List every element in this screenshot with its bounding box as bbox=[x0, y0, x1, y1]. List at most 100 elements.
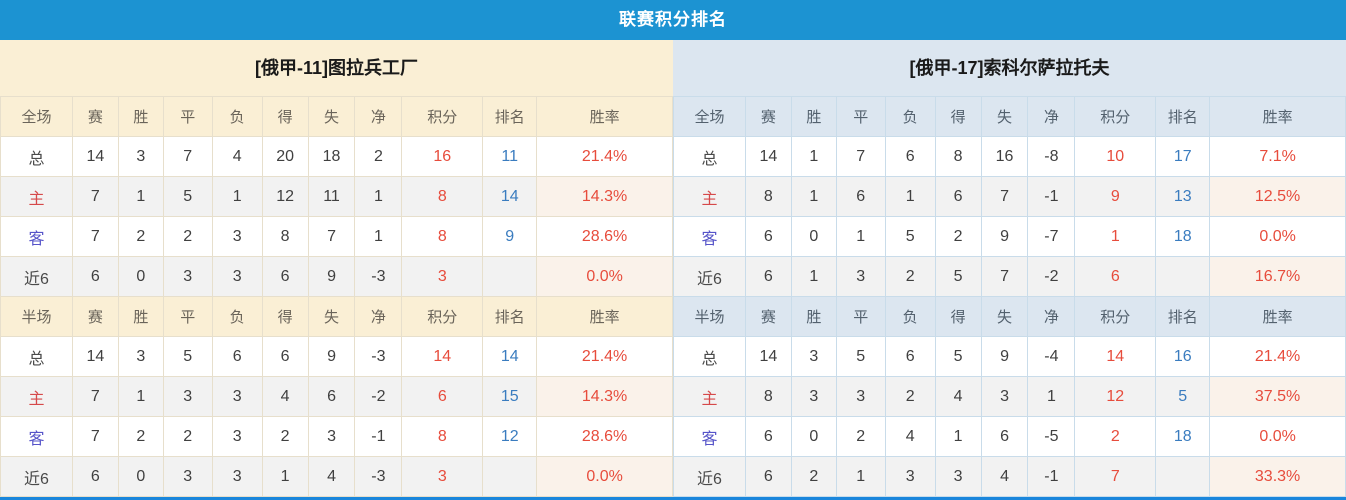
rank-cell: 15 bbox=[482, 376, 538, 417]
rank-cell bbox=[482, 256, 538, 297]
goals-against-cell: 7 bbox=[307, 216, 356, 257]
goals-against-cell: 6 bbox=[980, 416, 1029, 457]
losses-cell: 4 bbox=[884, 416, 936, 457]
wins-cell: 0 bbox=[790, 216, 837, 257]
draws-cell: 3 bbox=[835, 376, 886, 417]
row-label: 主 bbox=[0, 176, 73, 217]
points-cell: 8 bbox=[401, 216, 484, 257]
column-header-row: 半场赛胜平负得失净积分 排名 胜率 bbox=[0, 296, 673, 337]
wins-cell: 2 bbox=[790, 456, 837, 497]
losses-cell: 6 bbox=[884, 336, 936, 377]
wins-cell: 2 bbox=[117, 416, 164, 457]
column-header: 排名 bbox=[482, 296, 538, 337]
column-header-row: 全场赛胜平负得失净积分 排名 胜率 bbox=[673, 96, 1346, 137]
table-row: 近6 6 0 3 3 1 4 -3 3 0.0% bbox=[0, 456, 673, 497]
draws-cell: 6 bbox=[835, 176, 886, 217]
goal-diff-cell: -1 bbox=[354, 416, 403, 457]
column-header: 胜率 bbox=[1209, 96, 1346, 137]
goals-for-cell: 1 bbox=[261, 456, 309, 497]
games-cell: 7 bbox=[71, 416, 119, 457]
goals-against-cell: 16 bbox=[980, 136, 1029, 177]
goals-against-cell: 4 bbox=[307, 456, 356, 497]
column-header: 失 bbox=[307, 96, 356, 137]
losses-cell: 1 bbox=[884, 176, 936, 217]
goal-diff-cell: -5 bbox=[1027, 416, 1076, 457]
goals-for-cell: 6 bbox=[261, 336, 309, 377]
column-header: 负 bbox=[884, 296, 936, 337]
draws-cell: 1 bbox=[835, 456, 886, 497]
table-row: 客 6 0 1 5 2 9 -7 1 18 0.0% bbox=[673, 216, 1346, 257]
games-cell: 6 bbox=[71, 456, 119, 497]
table-row: 总 14 3 5 6 5 9 -4 14 16 21.4% bbox=[673, 336, 1346, 377]
games-cell: 14 bbox=[744, 336, 792, 377]
table-row: 总 14 3 5 6 6 9 -3 14 14 21.4% bbox=[0, 336, 673, 377]
rank-cell: 18 bbox=[1155, 216, 1211, 257]
row-label: 近6 bbox=[673, 256, 746, 297]
row-label: 主 bbox=[673, 176, 746, 217]
rank-cell: 17 bbox=[1155, 136, 1211, 177]
goals-against-cell: 7 bbox=[980, 176, 1029, 217]
goal-diff-cell: -8 bbox=[1027, 136, 1076, 177]
wins-cell: 0 bbox=[117, 256, 164, 297]
column-header: 全场 bbox=[0, 96, 73, 137]
games-cell: 6 bbox=[744, 256, 792, 297]
column-header: 半场 bbox=[0, 296, 73, 337]
goals-against-cell: 18 bbox=[307, 136, 356, 177]
goals-for-cell: 6 bbox=[261, 256, 309, 297]
table-row: 近6 6 1 3 2 5 7 -2 6 16.7% bbox=[673, 256, 1346, 297]
goals-against-cell: 3 bbox=[307, 416, 356, 457]
goals-against-cell: 9 bbox=[980, 336, 1029, 377]
points-cell: 14 bbox=[1074, 336, 1157, 377]
column-header: 平 bbox=[162, 96, 213, 137]
column-header: 赛 bbox=[71, 296, 119, 337]
goal-diff-cell: -3 bbox=[354, 456, 403, 497]
rank-cell: 11 bbox=[482, 136, 538, 177]
games-cell: 8 bbox=[744, 376, 792, 417]
row-label: 近6 bbox=[0, 256, 73, 297]
win-rate-cell: 33.3% bbox=[1209, 456, 1346, 497]
games-cell: 14 bbox=[71, 336, 119, 377]
column-header: 负 bbox=[211, 296, 263, 337]
left-team-section: [俄甲-11]图拉兵工厂 全场赛胜平负得失净积分 排名 胜率总 14 3 7 4 20 18 2 1… bbox=[0, 40, 673, 497]
column-header: 净 bbox=[354, 296, 403, 337]
goals-for-cell: 12 bbox=[261, 176, 309, 217]
column-header: 平 bbox=[162, 296, 213, 337]
column-header: 得 bbox=[261, 296, 309, 337]
wins-cell: 1 bbox=[117, 176, 164, 217]
goals-for-cell: 8 bbox=[261, 216, 309, 257]
points-cell: 6 bbox=[1074, 256, 1157, 297]
goals-for-cell: 2 bbox=[261, 416, 309, 457]
right-team-section: [俄甲-17]索科尔萨拉托夫 全场赛胜平负得失净积分 排名 胜率总 14 1 7 6 8 16-… bbox=[673, 40, 1346, 497]
rank-cell: 5 bbox=[1155, 376, 1211, 417]
win-rate-cell: 0.0% bbox=[1209, 416, 1346, 457]
goal-diff-cell: -3 bbox=[354, 336, 403, 377]
table-row: 主 7 1 5 1 12 11 1 8 14 14.3% bbox=[0, 176, 673, 217]
goals-for-cell: 6 bbox=[934, 176, 982, 217]
table-row: 总 14 3 7 4 20 18 2 16 11 21.4% bbox=[0, 136, 673, 177]
column-header: 排名 bbox=[482, 96, 538, 137]
losses-cell: 6 bbox=[211, 336, 263, 377]
wins-cell: 3 bbox=[790, 336, 837, 377]
row-label: 总 bbox=[0, 136, 73, 177]
wins-cell: 2 bbox=[117, 216, 164, 257]
rank-cell: 14 bbox=[482, 336, 538, 377]
column-header: 赛 bbox=[744, 96, 792, 137]
column-header: 得 bbox=[934, 296, 982, 337]
rank-cell: 13 bbox=[1155, 176, 1211, 217]
column-header: 胜率 bbox=[536, 296, 673, 337]
losses-cell: 3 bbox=[211, 376, 263, 417]
wins-cell: 0 bbox=[790, 416, 837, 457]
points-cell: 14 bbox=[401, 336, 484, 377]
goals-for-cell: 3 bbox=[934, 456, 982, 497]
table-row: 主 8 3 3 2 4 3 1 12 5 37.5% bbox=[673, 376, 1346, 417]
team-tables-container: [俄甲-11]图拉兵工厂 全场赛胜平负得失净积分 排名 胜率总 14 3 7 4 20 18 2 1… bbox=[0, 40, 1346, 497]
points-cell: 10 bbox=[1074, 136, 1157, 177]
goal-diff-cell: -7 bbox=[1027, 216, 1076, 257]
goals-against-cell: 9 bbox=[307, 256, 356, 297]
column-header: 平 bbox=[835, 96, 886, 137]
wins-cell: 1 bbox=[790, 256, 837, 297]
points-cell: 8 bbox=[401, 416, 484, 457]
losses-cell: 3 bbox=[884, 456, 936, 497]
column-header: 赛 bbox=[744, 296, 792, 337]
